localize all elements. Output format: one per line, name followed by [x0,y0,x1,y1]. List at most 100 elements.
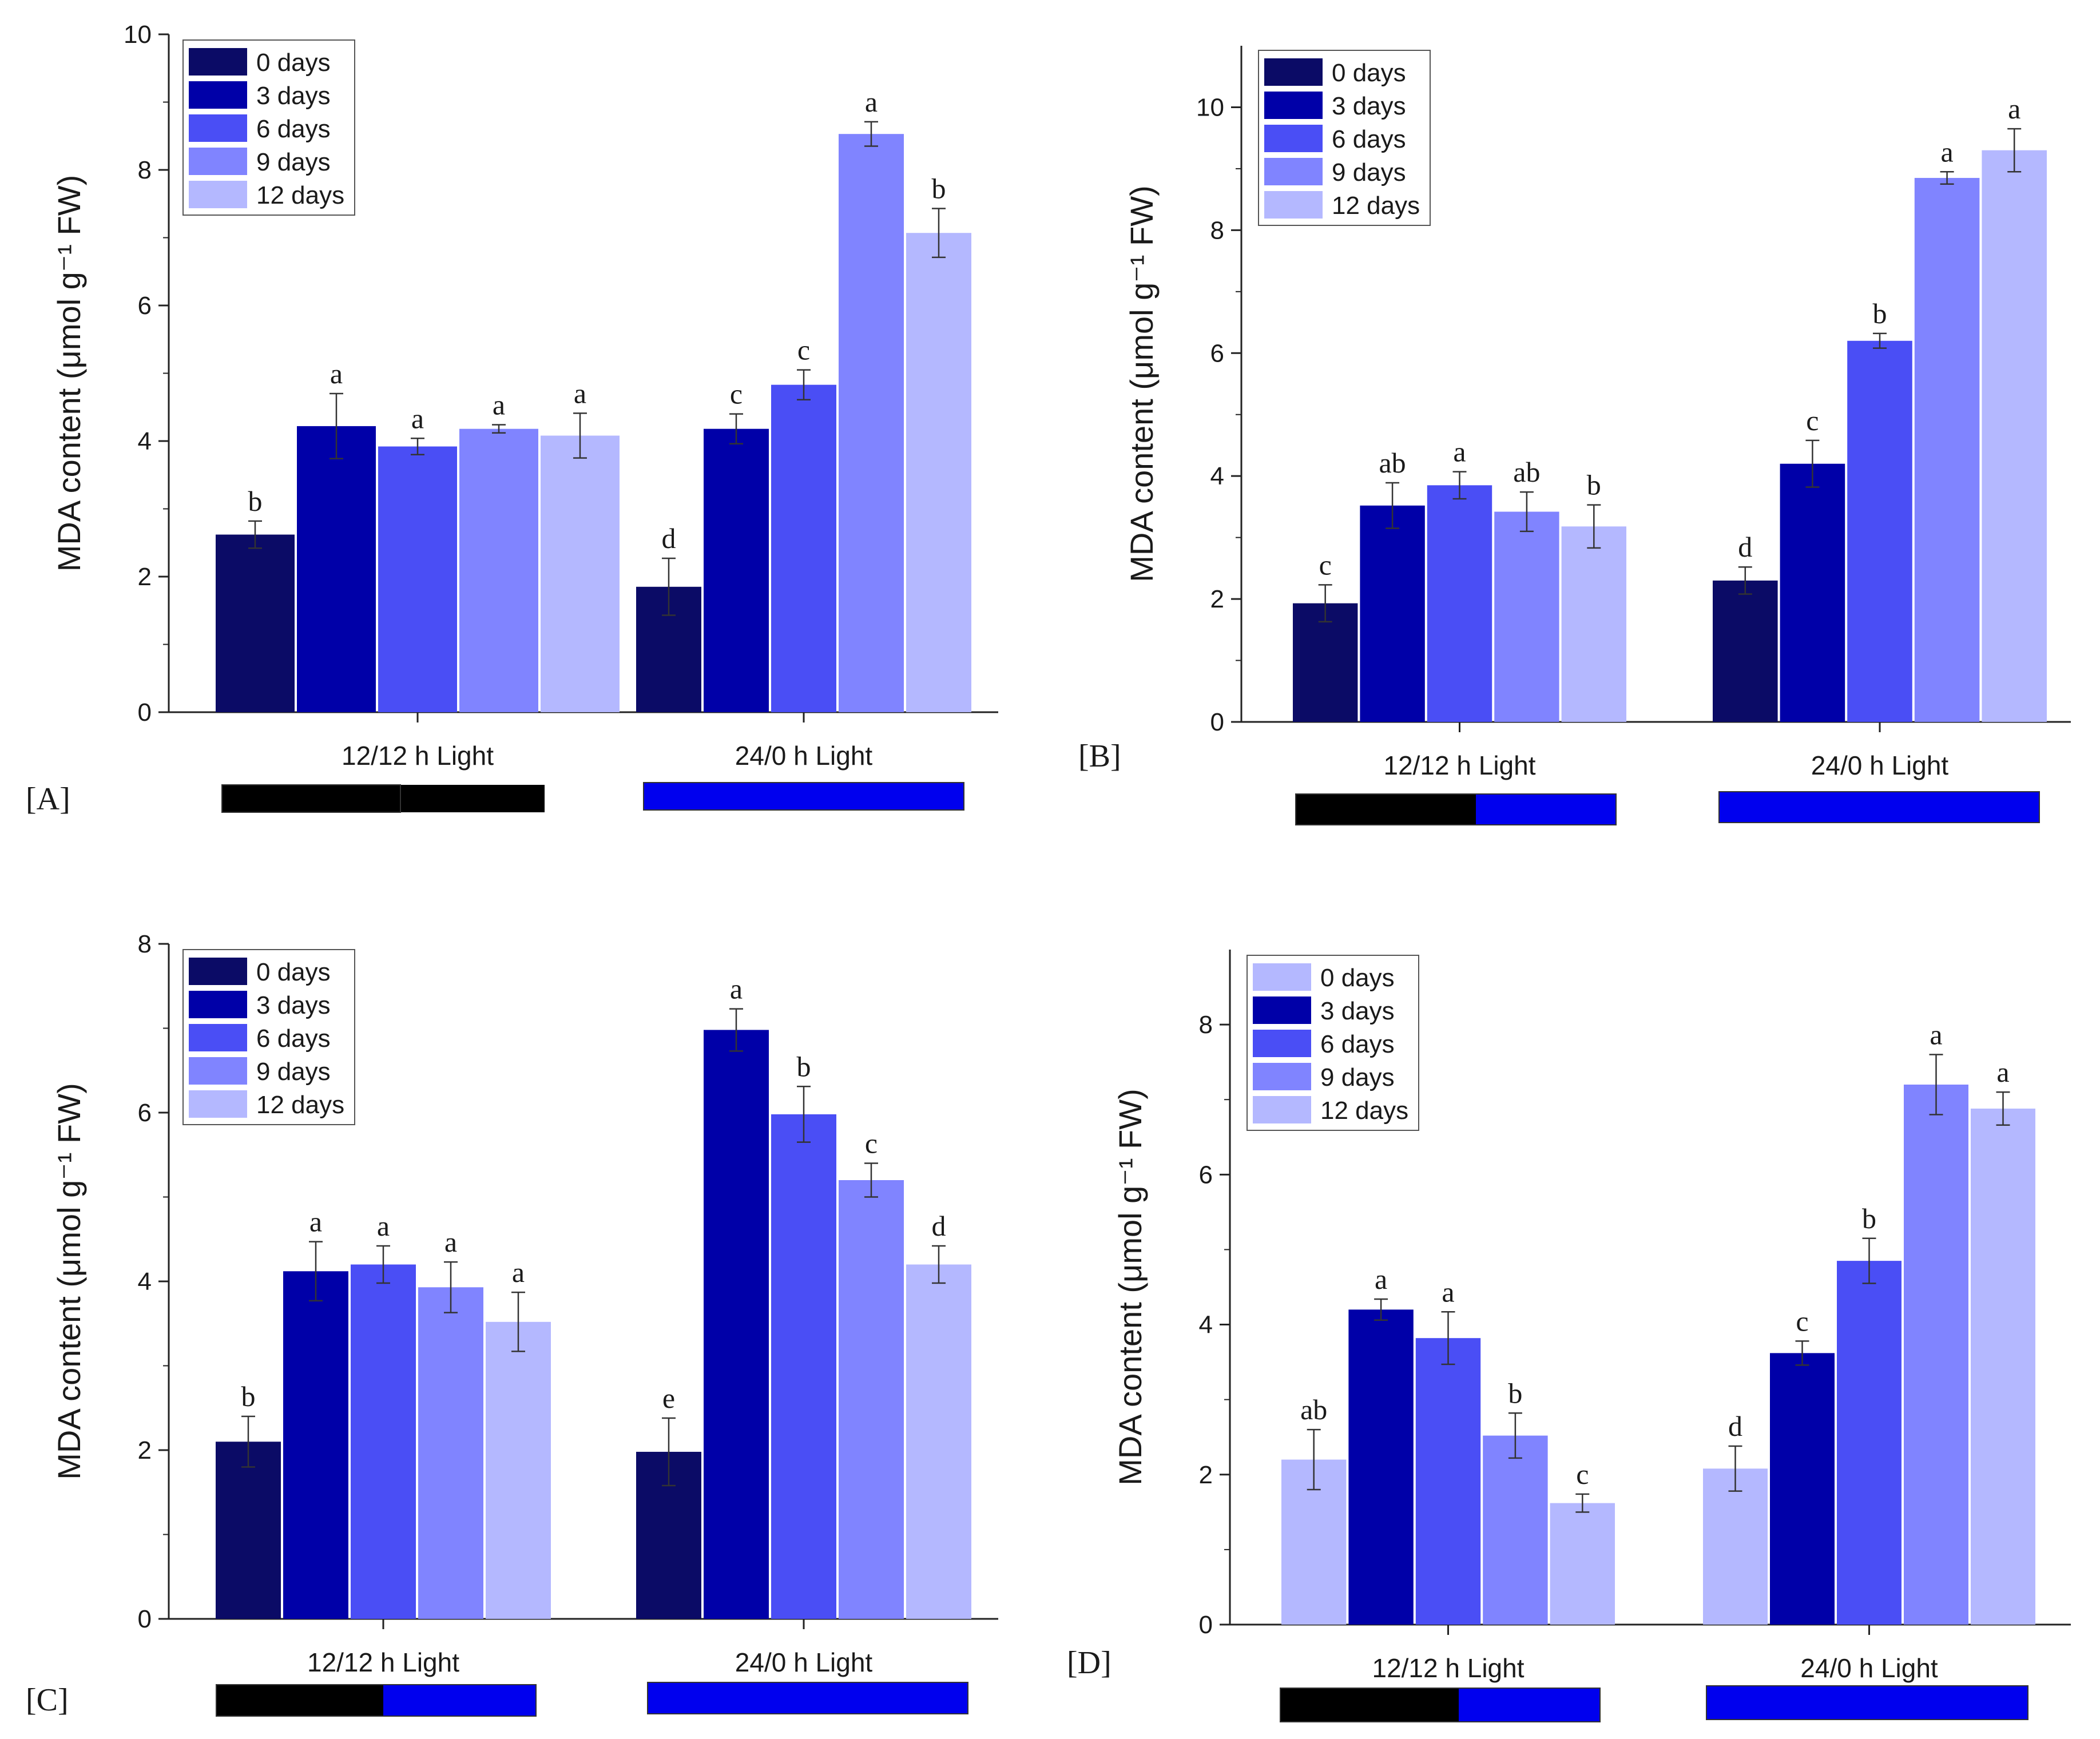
y-tick-label: 2 [138,563,152,591]
bar [1494,511,1559,722]
y-axis-label: MDA content (μmol g⁻¹ FW) [1124,185,1160,582]
legend-entry: 0 days [1332,59,1406,87]
x-tick-label: 12/12 h Light [1383,751,1535,780]
significance-letter: b [932,173,946,205]
significance-letter: c [797,334,810,366]
bar [1770,1353,1835,1625]
significance-letter: c [1576,1458,1589,1490]
y-tick-label: 4 [138,427,152,455]
bar [839,134,904,712]
significance-letter: a [377,1210,390,1242]
photoperiod-light-bar [383,1685,536,1716]
legend-swatch [189,991,247,1018]
legend-entry: 3 days [256,991,331,1019]
significance-letter: a [1375,1263,1387,1295]
y-tick-label: 0 [138,698,152,726]
significance-letter: d [662,522,676,554]
y-tick-label: 0 [1199,1611,1213,1639]
legend-entry: 6 days [1332,125,1406,153]
y-tick-label: 6 [1210,339,1224,367]
y-tick-label: 8 [1199,1011,1213,1039]
x-tick-label: 24/0 h Light [1800,1653,1938,1683]
legend-entry: 12 days [1332,192,1420,220]
bar [1415,1338,1481,1625]
legend-swatch [189,148,247,175]
legend-swatch [1253,1096,1311,1123]
significance-letter: b [797,1050,811,1082]
bar [771,384,836,712]
photoperiod-bar-outline [1295,793,1617,825]
legend-entry: 12 days [256,181,344,209]
legend-swatch [1264,191,1323,219]
bar [459,428,538,712]
y-tick-label: 6 [1199,1161,1213,1189]
bar [216,1442,281,1619]
bar [541,435,620,712]
significance-letter: d [1738,531,1752,563]
bar [1780,463,1845,722]
legend-entry: 3 days [1320,997,1395,1025]
panel-label: [A] [26,781,70,817]
x-tick-label: 12/12 h Light [307,1647,459,1677]
significance-letter: b [1587,469,1601,501]
bar [297,426,376,712]
y-axis-label: MDA content (μmol g⁻¹ FW) [51,1083,87,1480]
legend-swatch [189,48,247,76]
photoperiod-continuous-bar [1706,1685,2028,1720]
legend-entry: 0 days [256,958,331,986]
bar [378,446,457,712]
bar [704,1030,769,1619]
significance-letter: b [248,485,263,517]
legend-entry: 6 days [256,1025,331,1053]
significance-letter: ab [1379,447,1406,479]
legend-swatch [1253,1063,1311,1090]
significance-letter: c [1806,404,1819,436]
y-tick-label: 6 [138,1099,152,1127]
y-tick-label: 6 [138,292,152,320]
y-tick-label: 0 [138,1605,152,1633]
bar [1427,485,1492,722]
bar [1550,1503,1615,1625]
bar [418,1287,483,1619]
bar [1904,1085,1968,1625]
bar [1713,580,1778,722]
y-tick-label: 4 [1199,1311,1213,1339]
bar [1348,1309,1414,1625]
photoperiod-dark-bar [216,1685,383,1716]
y-axis-label: MDA content (μmol g⁻¹ FW) [1112,1089,1148,1486]
significance-letter: c [1796,1305,1808,1337]
significance-letter: b [1862,1202,1876,1234]
bar [486,1321,551,1619]
photoperiod-light-bar [1459,1688,1600,1722]
bar [1971,1108,2035,1625]
bar [1914,178,1980,722]
significance-letter: ab [1300,1393,1327,1426]
bar [1847,340,1912,722]
significance-letter: b [1508,1377,1522,1409]
y-tick-label: 10 [124,21,152,49]
bar [1982,150,2047,722]
legend-entry: 3 days [256,82,331,110]
significance-letter: b [241,1380,256,1412]
significance-letter: a [730,973,743,1005]
photoperiod-dark-bar [1296,794,1476,825]
photoperiod-continuous-bar [1718,791,2040,823]
legend-swatch [189,1057,247,1085]
significance-letter: a [1940,136,1953,168]
bar [906,1264,971,1619]
photoperiod-dark-bar [1280,1688,1459,1722]
bar [1293,603,1358,722]
legend-entry: 6 days [256,115,331,143]
bar [1360,505,1425,722]
x-tick-label: 12/12 h Light [342,741,494,771]
significance-letter: a [2008,93,2020,125]
bar [1561,526,1626,722]
y-tick-label: 0 [1210,708,1224,736]
legend-swatch [1253,996,1311,1024]
significance-letter: c [865,1127,878,1160]
photoperiod-dark-bar [222,785,545,812]
legend-entry: 12 days [256,1091,344,1119]
significance-letter: a [512,1256,525,1288]
photoperiod-bar-outline [221,784,401,813]
significance-letter: a [865,86,878,118]
